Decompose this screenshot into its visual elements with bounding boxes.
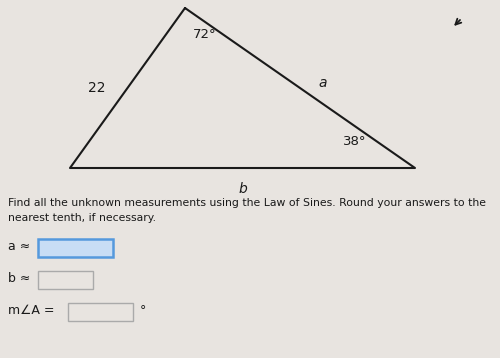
Text: 22: 22: [88, 81, 106, 95]
FancyBboxPatch shape: [68, 303, 133, 321]
Text: a: a: [318, 76, 326, 90]
Text: nearest tenth, if necessary.: nearest tenth, if necessary.: [8, 213, 156, 223]
Text: °: °: [140, 304, 146, 317]
FancyBboxPatch shape: [38, 239, 113, 257]
Text: Find all the unknown measurements using the Law of Sines. Round your answers to : Find all the unknown measurements using …: [8, 198, 486, 208]
Text: 38°: 38°: [343, 135, 366, 148]
Text: a ≈: a ≈: [8, 240, 30, 253]
FancyBboxPatch shape: [38, 271, 93, 289]
Text: b: b: [238, 182, 247, 196]
Text: m∠A =: m∠A =: [8, 304, 54, 317]
Text: b ≈: b ≈: [8, 272, 30, 285]
Text: 72°: 72°: [193, 28, 216, 41]
